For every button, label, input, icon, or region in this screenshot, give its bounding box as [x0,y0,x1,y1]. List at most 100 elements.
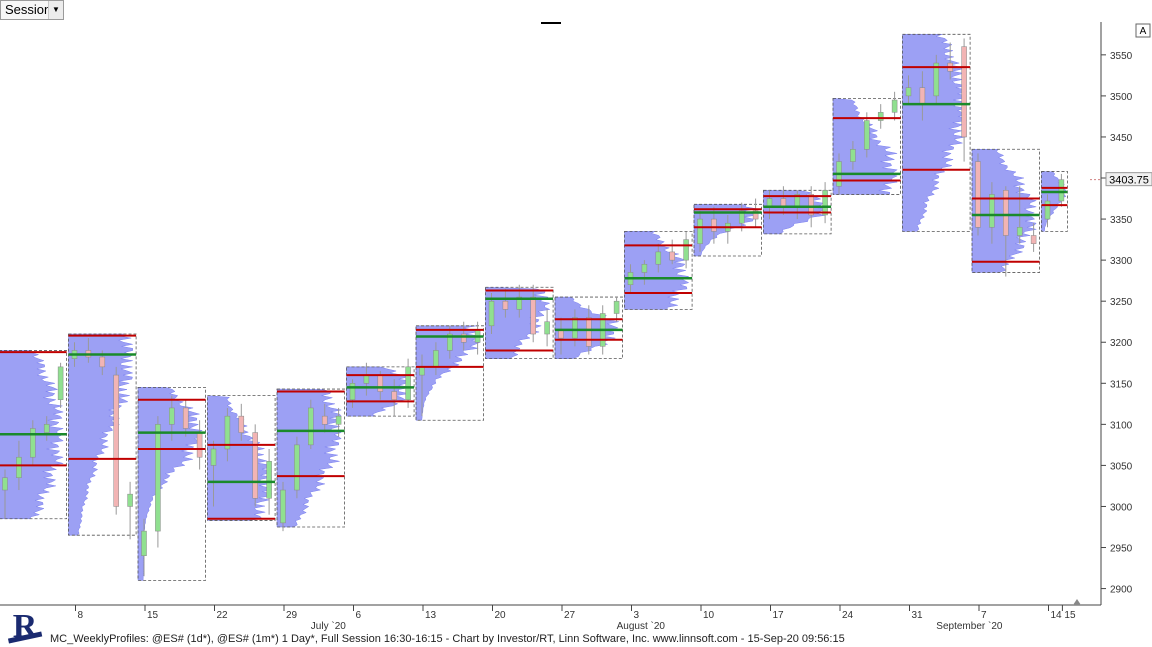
candle-body [808,194,814,216]
candle-body [488,300,495,327]
candle-body [1016,227,1023,236]
candle-body [280,489,286,524]
autoscale-button[interactable] [1135,23,1151,38]
profile-box [485,286,554,360]
price-tick-label: 3350 [1110,215,1133,226]
session-dropdown-label: Session [5,2,52,17]
candle-body [544,321,550,335]
month-label: July `20 [311,620,346,632]
candle-body [1030,235,1037,244]
date-tick-label: 22 [217,610,229,621]
candle-body [613,300,620,314]
date-tick-label: 6 [356,610,362,621]
candle-body [99,356,106,368]
price-axis[interactable]: 2900 2950 3000 3050 3100 3150 3200 3250 3300 3350… [1100,22,1152,605]
date-tick-label: 17 [773,610,785,621]
date-tick-label: 27 [564,610,576,621]
price-chart[interactable]: 2900295030003050310031503200325033003350… [0,22,1152,632]
candle-body [641,263,648,273]
session-dropdown[interactable]: Session ▼ [0,0,64,20]
profile-box [346,366,415,417]
profile-box [415,325,484,421]
scroll-handle[interactable] [541,22,561,24]
candle-body [155,424,161,532]
profile-box [68,333,137,536]
profile-box [1041,171,1068,232]
candle-body [572,317,578,339]
candle-body [1058,179,1065,202]
candle-body [377,374,384,392]
candle-body [822,190,828,216]
candle-body [502,300,509,310]
price-tick-label: 2900 [1110,585,1133,596]
price-tick-label: 3050 [1110,461,1133,472]
volume-profile [902,34,968,232]
price-tick-label: 3250 [1110,297,1133,308]
candle-body [877,112,884,121]
profile-box [902,33,971,232]
price-tick-label: 3200 [1110,338,1133,349]
candle-body [30,428,36,458]
price-tick-label: 3500 [1110,92,1133,103]
candle-body [294,444,300,491]
candle-body [891,99,898,113]
price-tick-label: 2950 [1110,544,1133,555]
candle-body [113,374,119,507]
price-tick-label: 3300 [1110,256,1133,267]
date-tick-label: 20 [495,610,507,621]
candle-body [349,383,356,400]
candle-body [238,415,245,433]
date-tick-label: 3 [634,610,640,621]
candle-body [586,317,592,347]
candle-body [196,432,203,458]
candle-body [752,210,759,220]
candle-body [655,251,662,265]
candle-body [335,415,342,425]
candle-body [127,493,133,507]
candle-body [669,251,675,261]
candle-body [363,374,370,384]
candle-body [864,120,870,150]
candle-body [433,350,439,368]
candle-body [308,407,314,446]
price-tick-label: 3150 [1110,379,1133,390]
scroll-end-icon[interactable] [1073,599,1081,605]
date-tick-label: 29 [286,610,298,621]
candle-body [43,424,50,433]
candle-body [1044,200,1051,220]
candle-body [16,456,22,478]
candle-body [182,407,189,429]
candle-body [683,239,689,261]
value-area-lines [0,66,1101,520]
profile-box [554,296,623,360]
candle-body [975,161,981,228]
chevron-down-icon[interactable]: ▼ [48,1,63,19]
candle-body [711,218,717,232]
candle-body [2,477,8,491]
profile-box [207,395,276,521]
candle-body [738,210,745,224]
candle-body [905,87,912,97]
candle-body [141,530,147,556]
candle-body [850,149,856,162]
candle-body [57,366,64,400]
autoscale-label: A [1140,26,1147,37]
candle-body [224,415,231,450]
candle-body [266,461,272,499]
candle-body [961,46,967,138]
investor-rt-logo-icon: R [7,608,43,645]
profile-box [832,97,901,195]
candle-body [1003,190,1009,236]
last-price-label: 3403.75 [1109,175,1149,187]
price-tick-label: 3100 [1110,420,1133,431]
date-tick-label: 7 [981,610,987,621]
candle-body [697,218,703,244]
date-tick-label: 31 [912,610,924,621]
volume-profile [624,231,690,310]
date-tick-label: 10 [703,610,715,621]
candle-body [391,391,397,400]
candle-body [405,366,411,400]
date-tick-label: 24 [842,610,854,621]
date-tick-label: 14 [1051,610,1063,621]
